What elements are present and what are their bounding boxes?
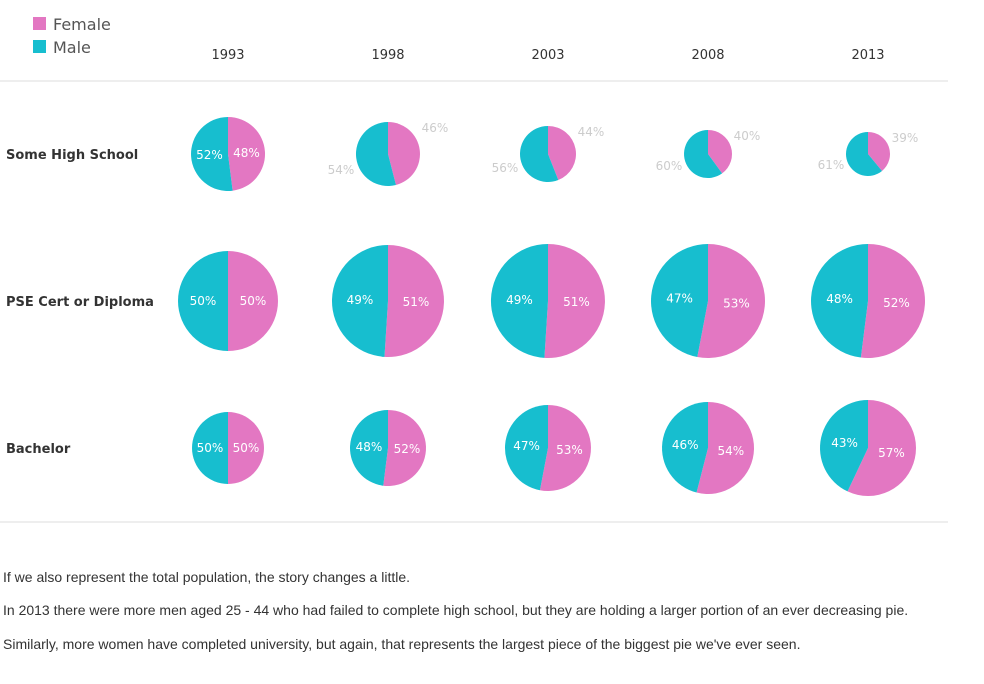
- pie-pse-cert-or-diploma-2003-male-label: 49%: [506, 293, 533, 307]
- pie-some-high-school-2013-female-label: 39%: [892, 131, 919, 145]
- row-labels: Some High School PSE Cert or Diploma Bac…: [6, 148, 154, 457]
- pie-some-high-school-1993-male-label: 52%: [196, 148, 223, 162]
- year-label-2003: 2003: [531, 48, 564, 63]
- pie-some-high-school-2008-female-slice: [708, 130, 733, 174]
- legend-swatch-male: [33, 40, 46, 53]
- pie-bachelor-1998-male-label: 48%: [356, 440, 383, 454]
- pie-some-high-school-1993-male-slice: [191, 117, 233, 191]
- pie-pse-cert-or-diploma-1998-female-label: 51%: [403, 295, 430, 309]
- year-label-2008: 2008: [691, 48, 724, 63]
- pie-some-high-school-2008-male-slice: [684, 130, 723, 178]
- pie-bachelor-2013-male-slice: [820, 400, 868, 492]
- pie-bachelor-1993-female-slice: [228, 412, 264, 484]
- pie-bachelor-2003-male-label: 47%: [513, 439, 540, 453]
- pie-some-high-school-2003-male-slice: [519, 126, 559, 182]
- legend: Female Male: [33, 15, 111, 57]
- pie-bachelor-2013: 57% 43%: [820, 400, 917, 496]
- pie-some-high-school-2008-female-label: 40%: [734, 129, 761, 143]
- pie-pse-cert-or-diploma-1998-male-slice: [331, 245, 388, 357]
- pie-some-high-school-2003-female-slice: [548, 126, 576, 181]
- pie-pse-cert-or-diploma-2008-male-label: 47%: [666, 291, 693, 305]
- pie-pse-cert-or-diploma-2008-male-slice: [651, 244, 708, 357]
- pie-some-high-school-2013-male-slice: [845, 132, 883, 176]
- pie-some-high-school-1998-male-slice: [355, 122, 396, 186]
- pie-pse-cert-or-diploma-2003: 51% 49%: [490, 243, 605, 358]
- pie-bachelor-2003-female-label: 53%: [556, 443, 583, 457]
- pie-some-high-school-1998-female-label: 46%: [422, 121, 449, 135]
- pie-bachelor-1993-female-label: 50%: [233, 441, 260, 455]
- pie-pse-cert-or-diploma-1993-female-label: 50%: [240, 294, 267, 308]
- pie-some-high-school-2013-male-label: 61%: [818, 158, 845, 172]
- year-header: 1993 1998 2003 2008 2013: [211, 48, 884, 63]
- pie-bachelor-1993-male-slice: [192, 412, 228, 484]
- pie-pse-cert-or-diploma-2013-male-label: 48%: [826, 292, 853, 306]
- pie-pse-cert-or-diploma-1993: 50% 50%: [178, 251, 278, 351]
- pie-some-high-school-2003-female-label: 44%: [578, 125, 605, 139]
- pie-pse-cert-or-diploma-2013-female-slice: [860, 244, 926, 358]
- pie-pse-cert-or-diploma-1998-female-slice: [384, 245, 444, 357]
- pie-some-high-school-1993-female-label: 48%: [233, 146, 260, 160]
- pie-bachelor-1998-male-slice: [350, 410, 388, 486]
- pie-bachelor-1993-male-label: 50%: [197, 441, 224, 455]
- pie-some-high-school-1993-female-slice: [228, 117, 266, 191]
- pie-pse-cert-or-diploma-2003-male-slice: [490, 243, 548, 358]
- row-label-bachelor: Bachelor: [6, 442, 71, 457]
- pie-pse-cert-or-diploma-2013-female-label: 52%: [883, 296, 910, 310]
- pie-bachelor-2008-female-label: 54%: [717, 444, 744, 458]
- pie-pse-cert-or-diploma-2008-female-label: 53%: [723, 297, 750, 311]
- pie-pse-cert-or-diploma-2008-female-slice: [697, 244, 766, 358]
- pie-pse-cert-or-diploma-2013: 52% 48%: [811, 244, 926, 358]
- pie-some-high-school-2013-female-slice: [868, 132, 890, 171]
- row-label-some-high-school: Some High School: [6, 148, 138, 163]
- pie-bachelor-2008-female-slice: [696, 402, 755, 495]
- caption-line-3: Similarly, more women have completed uni…: [3, 636, 801, 652]
- pie-bachelor-2003-male-slice: [504, 405, 548, 491]
- pie-some-high-school-2003: 44% 56%: [492, 125, 605, 182]
- pie-pse-cert-or-diploma-1993-male-slice: [178, 251, 228, 351]
- pie-some-high-school-2008-male-label: 60%: [656, 159, 683, 173]
- pie-pse-cert-or-diploma-2013-male-slice: [811, 244, 868, 358]
- year-label-1993: 1993: [211, 48, 244, 63]
- pie-pse-cert-or-diploma-2003-female-slice: [544, 244, 605, 358]
- pie-bachelor-2008: 54% 46%: [662, 402, 755, 495]
- pie-pse-cert-or-diploma-1993-female-slice: [228, 251, 278, 351]
- legend-swatch-female: [33, 17, 46, 30]
- pie-pse-cert-or-diploma-2008: 53% 47%: [651, 244, 766, 358]
- pie-bachelor-2008-male-slice: [662, 402, 708, 493]
- pie-pse-cert-or-diploma-1998: 51% 49%: [331, 245, 444, 357]
- legend-label-female: Female: [53, 15, 111, 34]
- pie-bachelor-1998: 52% 48%: [350, 410, 427, 487]
- pie-some-high-school-2003-male-label: 56%: [492, 161, 519, 175]
- pie-bachelor-2003: 53% 47%: [504, 405, 591, 491]
- caption-line-2: In 2013 there were more men aged 25 - 44…: [3, 602, 909, 618]
- pie-pse-cert-or-diploma-1998-male-label: 49%: [347, 293, 374, 307]
- pie-bachelor-1998-female-slice: [383, 410, 427, 487]
- caption-line-1: If we also represent the total populatio…: [3, 569, 411, 585]
- pie-some-high-school-1998-female-slice: [388, 122, 420, 185]
- pie-bachelor-2013-female-label: 57%: [878, 446, 905, 460]
- pies: 48% 52% 46% 54% 44% 56% 40% 60% 39% 61% 50% 50% 51% 4…: [178, 117, 926, 496]
- pie-bachelor-2013-female-slice: [847, 400, 917, 496]
- pie-bachelor-1998-female-label: 52%: [394, 442, 421, 456]
- pie-some-high-school-1993: 48% 52%: [191, 117, 266, 191]
- pie-some-high-school-2008: 40% 60%: [656, 129, 761, 178]
- pie-some-high-school-2013: 39% 61%: [818, 131, 919, 176]
- pie-pse-cert-or-diploma-1993-male-label: 50%: [190, 294, 217, 308]
- pie-bachelor-2003-female-slice: [539, 405, 591, 491]
- legend-label-male: Male: [53, 38, 91, 57]
- pie-bachelor-2013-male-label: 43%: [831, 436, 858, 450]
- row-label-pse-cert-or-diploma: PSE Cert or Diploma: [6, 295, 154, 310]
- pie-bachelor-1993: 50% 50%: [192, 412, 264, 484]
- pie-grid-chart: Female Male 1993 1998 2003 2008 2013 Som…: [0, 15, 948, 523]
- pie-pse-cert-or-diploma-2003-female-label: 51%: [563, 295, 590, 309]
- pie-some-high-school-1998-male-label: 54%: [328, 163, 355, 177]
- year-label-1998: 1998: [371, 48, 404, 63]
- pie-some-high-school-1998: 46% 54%: [328, 121, 449, 186]
- year-label-2013: 2013: [851, 48, 884, 63]
- pie-bachelor-2008-male-label: 46%: [672, 438, 699, 452]
